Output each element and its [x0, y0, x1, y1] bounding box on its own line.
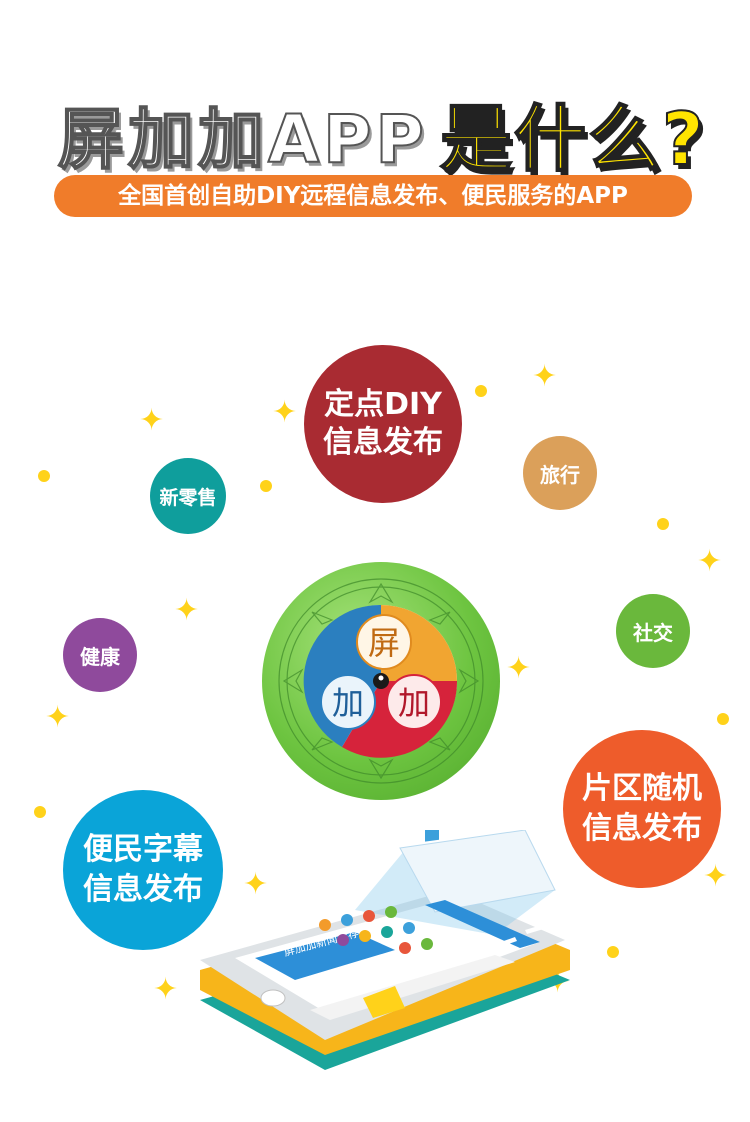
logo-char: 屏	[368, 625, 400, 661]
decorative-dot	[34, 806, 46, 818]
bubble-line: 信息发布	[323, 425, 443, 460]
bubble-label: 健康	[80, 644, 120, 669]
title-app-name: 屏加加APP	[57, 100, 428, 179]
sparkle-star-icon: ✦	[703, 859, 729, 894]
sparkle-star-icon: ✦	[506, 651, 532, 686]
bubble-line: 信息发布	[582, 811, 702, 846]
bubble-label: 社交	[633, 620, 673, 645]
bubble-health: 健康	[63, 618, 137, 692]
title-question: 是什么?	[439, 96, 706, 182]
bubble-line: 定点DIY	[324, 387, 442, 422]
bubble-label: 旅行	[540, 462, 580, 487]
logo-emblem-icon: 屏 加 加	[278, 578, 484, 784]
center-logo: 屏 加 加	[262, 562, 500, 800]
bubble-new-retail: 新零售	[150, 458, 226, 534]
decorative-dot	[260, 480, 272, 492]
logo-char: 加	[332, 685, 364, 721]
bubble-travel: 旅行	[523, 436, 597, 510]
bubble-line: 信息发布	[83, 872, 203, 907]
sparkle-star-icon: ✦	[272, 395, 298, 430]
logo-char: 加	[398, 685, 430, 721]
sparkle-star-icon: ✦	[697, 544, 723, 579]
subtitle-banner: 全国首创自助DIY远程信息发布、便民服务的APP	[54, 175, 692, 217]
sparkle-star-icon: ✦	[243, 867, 269, 902]
sparkle-star-icon: ✦	[45, 700, 71, 735]
phone-illustration: 屏加加新闻推荐	[200, 830, 570, 1070]
sparkle-star-icon: ✦	[174, 593, 200, 628]
bubble-fixed-point-diy: 定点DIY 信息发布	[304, 345, 462, 503]
bubble-line: 便民字幕	[83, 832, 203, 867]
decorative-dot	[717, 713, 729, 725]
decorative-dot	[475, 385, 487, 397]
sparkle-star-icon: ✦	[139, 403, 165, 438]
bubble-label: 新零售	[159, 486, 217, 509]
bubble-social: 社交	[616, 594, 690, 668]
sparkle-star-icon: ✦	[153, 972, 179, 1007]
bubble-line: 片区随机	[582, 771, 702, 806]
bubble-area-random: 片区随机 信息发布	[563, 730, 721, 888]
decorative-dot	[607, 946, 619, 958]
decorative-dot	[657, 518, 669, 530]
sparkle-star-icon: ✦	[532, 359, 558, 394]
decorative-dot	[38, 470, 50, 482]
bubble-convenience-subtitles: 便民字幕 信息发布	[63, 790, 223, 950]
